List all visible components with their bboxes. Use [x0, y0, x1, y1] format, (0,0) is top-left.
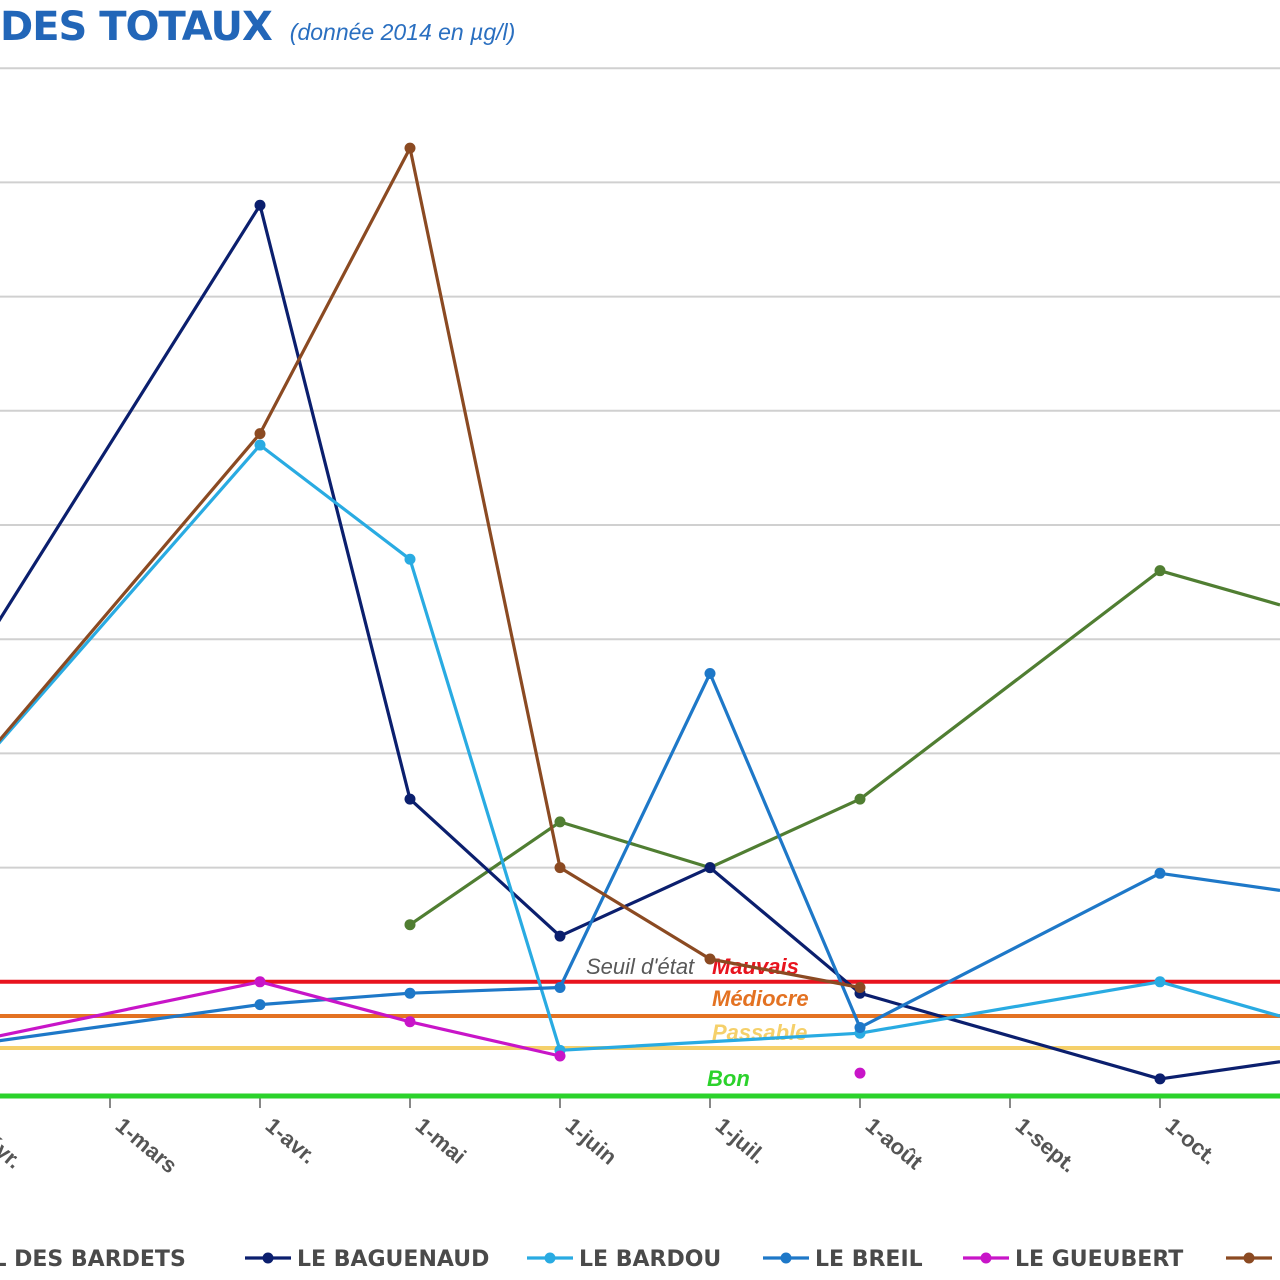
legend-marker	[544, 1252, 556, 1264]
data-point	[1154, 867, 1166, 879]
data-point	[704, 862, 716, 874]
chart-title: DES TOTAUX (donnée 2014 en µg/l)	[0, 4, 515, 50]
threshold-prefix: Seuil d'état	[586, 954, 695, 979]
data-point	[404, 1016, 416, 1028]
x-axis: 1-févr. 1-mars 1-avr. 1-mai 1-juin 1-juil. 1-a…	[0, 1096, 1222, 1178]
threshold-label: Médiocre	[712, 986, 809, 1011]
data-point	[554, 982, 566, 994]
x-tick-label: 1-mai	[411, 1113, 471, 1169]
x-tick-label: 1-juil.	[711, 1113, 771, 1169]
legend-label: L	[1278, 1247, 1280, 1272]
data-point	[854, 1021, 866, 1033]
data-point	[254, 439, 266, 451]
legend-marker	[1243, 1252, 1255, 1264]
data-point	[254, 428, 266, 440]
data-point	[1154, 565, 1166, 577]
x-tick-label: 1-oct.	[1161, 1113, 1222, 1170]
data-point	[704, 667, 716, 679]
legend-marker	[980, 1252, 992, 1264]
data-point	[1154, 1073, 1166, 1085]
data-point	[854, 1067, 866, 1079]
x-tick-label: 1-févr.	[0, 1113, 27, 1174]
legend-label: NAL DES BARDETS	[0, 1247, 186, 1272]
data-point	[404, 793, 416, 805]
data-point	[254, 199, 266, 211]
chart-title-main: DES TOTAUX	[0, 4, 273, 50]
data-point	[554, 862, 566, 874]
data-point	[1154, 976, 1166, 988]
data-point	[404, 987, 416, 999]
data-point	[254, 976, 266, 988]
data-point	[554, 1050, 566, 1062]
data-point	[254, 999, 266, 1011]
data-point	[704, 953, 716, 965]
legend-label: LE BAGUENAUD	[297, 1247, 489, 1272]
legend-label: LE GUEUBERT	[1015, 1247, 1183, 1272]
legend-label: LE BARDOU	[579, 1247, 721, 1272]
data-point	[404, 919, 416, 931]
legend-marker	[262, 1252, 274, 1264]
legend-marker	[780, 1252, 792, 1264]
data-point	[854, 793, 866, 805]
series-line	[0, 980, 561, 1058]
threshold-label: Bon	[707, 1066, 750, 1091]
x-tick-label: 1-août	[861, 1113, 928, 1175]
data-point	[554, 816, 566, 828]
gridlines	[0, 67, 1280, 983]
x-tick-label: 1-juin	[561, 1113, 622, 1170]
legend: NAL DES BARDETS LE BAGUENAUD LE BARDOU LE B…	[0, 1247, 1280, 1272]
series-line	[0, 146, 861, 990]
x-tick-label: 1-sept.	[1011, 1113, 1081, 1178]
chart-subtitle: (donnée 2014 en µg/l)	[289, 19, 516, 45]
series-line	[0, 203, 1280, 1081]
data-point	[404, 142, 416, 154]
series-line	[409, 569, 1280, 927]
series-lines	[0, 142, 1280, 1085]
series-line	[0, 671, 1280, 1043]
x-tick-label: 1-avr.	[261, 1113, 321, 1169]
x-tick-label: 1-mars	[111, 1113, 182, 1179]
data-point	[854, 982, 866, 994]
legend-label: LE BREIL	[815, 1247, 923, 1272]
data-point	[404, 553, 416, 565]
data-point	[554, 930, 566, 942]
